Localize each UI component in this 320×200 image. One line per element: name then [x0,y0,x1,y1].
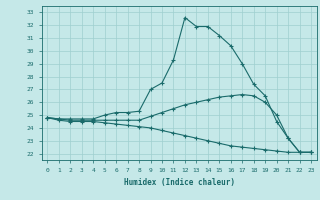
X-axis label: Humidex (Indice chaleur): Humidex (Indice chaleur) [124,178,235,187]
